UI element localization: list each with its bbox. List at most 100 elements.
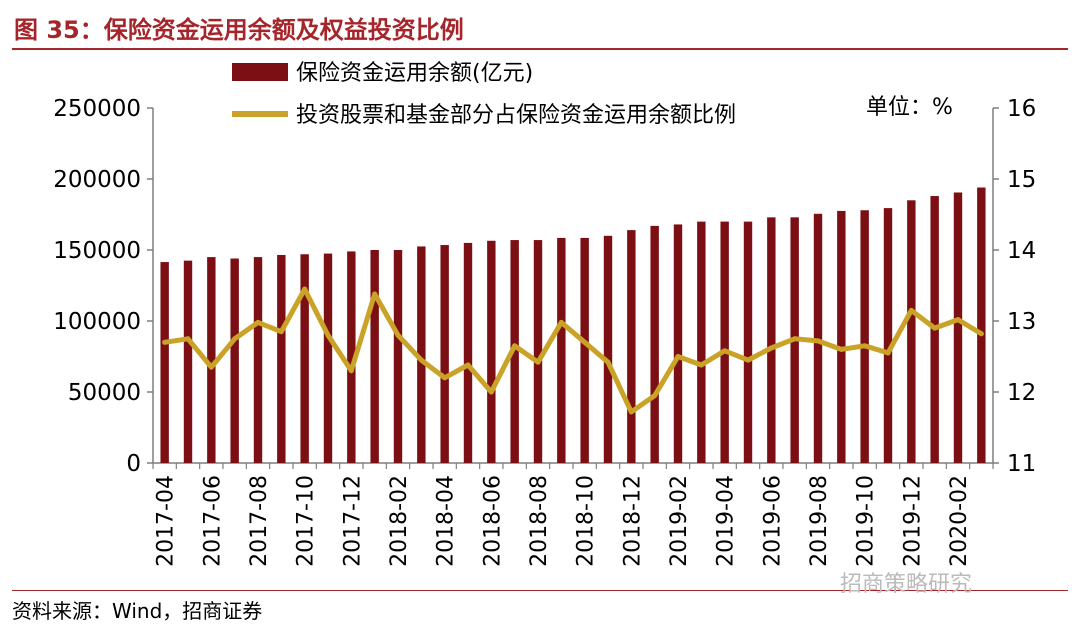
line-series — [162, 286, 984, 415]
line-point — [675, 354, 681, 359]
bar — [533, 240, 543, 463]
bar — [417, 246, 426, 463]
bar — [463, 242, 473, 463]
legend-bar-label: 保险资金运用余额(亿元) — [296, 61, 533, 86]
line-point — [932, 325, 938, 331]
bar — [277, 254, 286, 463]
line-point — [325, 332, 331, 338]
line-point — [162, 339, 168, 345]
x-tick-label: 2018-06 — [480, 475, 505, 567]
right-tick-label: 14 — [1007, 238, 1036, 264]
line-point — [768, 345, 774, 351]
x-tick-label: 2017-04 — [154, 475, 179, 567]
bar — [347, 251, 356, 463]
bar — [393, 250, 403, 463]
line-point — [488, 389, 494, 395]
left-tick-label: 200000 — [53, 167, 141, 193]
line-point — [838, 346, 844, 352]
bar — [650, 225, 659, 463]
bar — [557, 237, 566, 463]
legend-bar-swatch — [232, 63, 288, 81]
bar — [977, 187, 986, 463]
bar — [183, 260, 193, 463]
x-tick-label: 2018-02 — [387, 475, 412, 567]
left-tick-label: 100000 — [53, 309, 141, 335]
bar — [860, 210, 869, 463]
watermark: 招商策略研究 — [840, 572, 973, 597]
line-point — [722, 348, 728, 354]
bar — [440, 245, 449, 463]
line-point — [512, 343, 518, 349]
line-point — [815, 338, 821, 344]
right-tick-label: 13 — [1007, 309, 1036, 335]
bar — [673, 224, 683, 463]
line-point — [955, 317, 961, 323]
bar — [953, 192, 963, 464]
line-point — [208, 364, 214, 370]
line-point — [278, 329, 284, 335]
line-point — [908, 307, 914, 313]
bar — [230, 258, 239, 463]
title-bar: 图 35：保险资金运用余额及权益投资比例 — [0, 0, 1080, 50]
line-point — [302, 286, 308, 292]
right-tick-label: 16 — [1007, 96, 1036, 122]
x-tick-label: 2018-10 — [574, 475, 599, 567]
line-point — [418, 357, 424, 363]
x-tick-label: 2017-10 — [294, 475, 319, 567]
line-point — [862, 343, 868, 349]
line-point — [465, 362, 471, 368]
line-point — [978, 331, 984, 337]
right-tick-label: 15 — [1007, 167, 1036, 193]
left-tick-label: 50000 — [68, 380, 141, 406]
bar — [580, 237, 589, 463]
bar — [487, 240, 496, 463]
line-point — [442, 375, 448, 381]
line-point — [372, 291, 378, 297]
line-point — [698, 362, 704, 368]
left-tick-label: 250000 — [53, 96, 141, 122]
x-tick-label: 2020-02 — [947, 475, 972, 567]
bar — [767, 217, 776, 463]
footer-divider — [12, 590, 1068, 591]
x-tick-label: 2018-12 — [620, 475, 645, 567]
source-note: 资料来源：Wind，招商证券 — [12, 599, 263, 623]
left-tick-label: 0 — [126, 451, 141, 477]
bar — [370, 250, 379, 463]
right-tick-label: 12 — [1007, 380, 1036, 406]
bar — [323, 253, 333, 463]
bar — [603, 235, 613, 463]
legend: 保险资金运用余额(亿元) 投资股票和基金部分占保险资金运用余额比例 单位：% — [232, 61, 953, 128]
bar — [253, 257, 263, 463]
axes: 0 50000 100000 150000 200000 250000 11 12 13 14 15… — [53, 96, 1036, 567]
line-point — [605, 359, 611, 365]
line-point — [628, 409, 634, 415]
line-point — [395, 332, 401, 338]
x-tick-label: 2017-12 — [340, 475, 365, 567]
x-tick-label: 2019-06 — [760, 475, 785, 567]
x-tick-label: 2017-06 — [200, 475, 225, 567]
line-point — [652, 393, 658, 399]
line-point — [255, 319, 261, 325]
x-tick-label: 2018-04 — [434, 475, 459, 567]
bar — [160, 262, 169, 463]
bar — [907, 200, 916, 464]
line-point — [348, 368, 354, 374]
bar — [697, 221, 706, 463]
line-point — [558, 319, 564, 325]
bar — [300, 254, 309, 463]
left-tick-label: 150000 — [53, 238, 141, 264]
line-point — [792, 336, 798, 342]
line-point — [885, 350, 891, 356]
bar — [207, 257, 216, 463]
x-tick-label: 2019-04 — [714, 475, 739, 567]
ratio-line — [162, 286, 984, 415]
line-point — [582, 339, 588, 345]
line-point — [535, 359, 541, 365]
bar — [837, 210, 846, 463]
x-tick-label: 2018-08 — [527, 475, 552, 567]
bar — [883, 208, 893, 463]
chart-title: 图 35：保险资金运用余额及权益投资比例 — [14, 16, 464, 44]
line-point — [745, 357, 751, 363]
legend-line-label: 投资股票和基金部分占保险资金运用余额比例 — [296, 103, 736, 128]
